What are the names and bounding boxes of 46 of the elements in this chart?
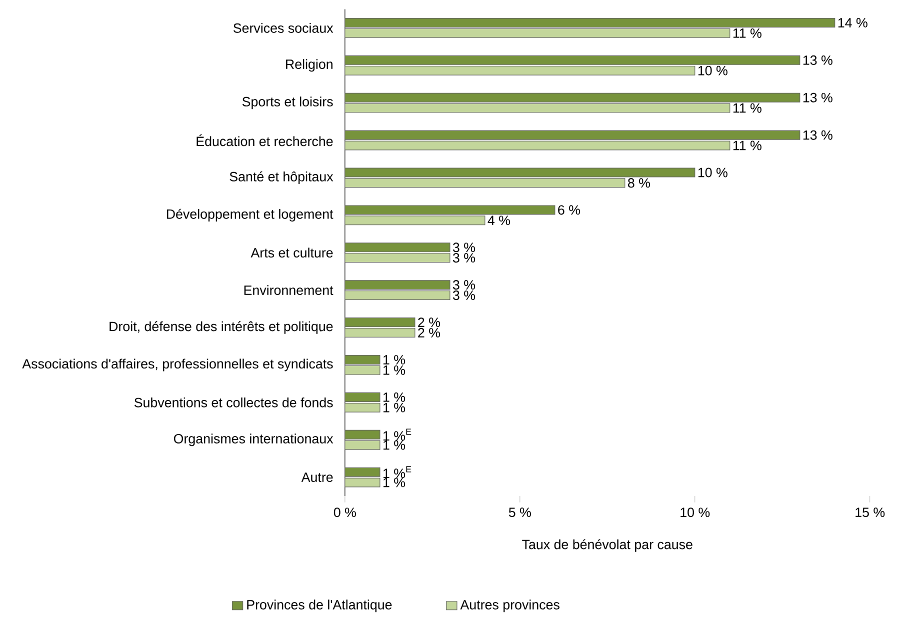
- data-label: 1 %: [383, 440, 406, 450]
- data-label: 2 %: [418, 317, 440, 327]
- data-label: 3 %: [452, 280, 476, 290]
- y-tick-label: Arts et culture: [250, 247, 333, 258]
- x-tick-label: 15 %: [856, 507, 885, 517]
- data-label: 3 %: [452, 290, 476, 300]
- y-tick-label: Associations d'affaires, professionnelles et syndicats: [22, 358, 333, 371]
- data-label: 3 %: [452, 242, 476, 252]
- data-label: 1 %: [383, 478, 406, 487]
- data-label: 11 %: [733, 140, 762, 150]
- y-tick-label: Subventions et collectes de fonds: [134, 397, 333, 408]
- y-tick-label: Sports et loisirs: [242, 96, 333, 109]
- legend-label: Provinces de l'Atlantique: [247, 599, 392, 612]
- data-label: 3 %: [452, 252, 476, 262]
- data-label: 1 %: [383, 365, 406, 375]
- data-label: 13 %: [803, 55, 832, 65]
- x-tick-label: 0 %: [334, 507, 356, 517]
- data-label: 1 %: [383, 402, 406, 412]
- data-label: 11 %: [733, 28, 762, 38]
- data-label: 13 %: [803, 130, 832, 140]
- data-label: 1 %$^{E}$: [383, 428, 412, 440]
- data-label: 13 %: [803, 92, 832, 102]
- data-label: 1 %: [383, 392, 406, 402]
- data-label: 8 %: [628, 178, 650, 188]
- x-tick-label: 5 %: [508, 507, 531, 517]
- x-axis-title: Taux de bénévolat par cause: [522, 538, 692, 552]
- y-tick-label: Autre: [301, 472, 333, 482]
- legend-label: Autres provinces: [460, 599, 560, 612]
- y-tick-label: Santé et hôpitaux: [230, 171, 334, 184]
- data-label: 1 %: [383, 354, 406, 364]
- data-label: 1 %$^{E}$: [383, 466, 412, 478]
- y-tick-label: Droit, défense des intérêts et politique: [110, 320, 333, 334]
- data-label: 10 %: [698, 66, 728, 76]
- data-label: 14 %: [838, 18, 868, 28]
- data-label: 10 %: [698, 168, 728, 178]
- y-tick-label: Religion: [286, 58, 332, 72]
- y-tick-label: Organismes internationaux: [174, 433, 334, 446]
- y-tick-label: Développement et logement: [166, 208, 334, 222]
- y-tick-label: Environnement: [244, 284, 334, 295]
- y-tick-label: Services sociaux: [233, 22, 334, 33]
- data-label: 2 %: [418, 328, 440, 338]
- data-label: 4 %: [488, 215, 510, 225]
- data-label: 11 %: [733, 103, 762, 112]
- data-label: 6 %: [558, 205, 580, 214]
- x-tick-label: 10 %: [680, 507, 710, 517]
- y-tick-label: Éducation et recherche: [196, 134, 333, 146]
